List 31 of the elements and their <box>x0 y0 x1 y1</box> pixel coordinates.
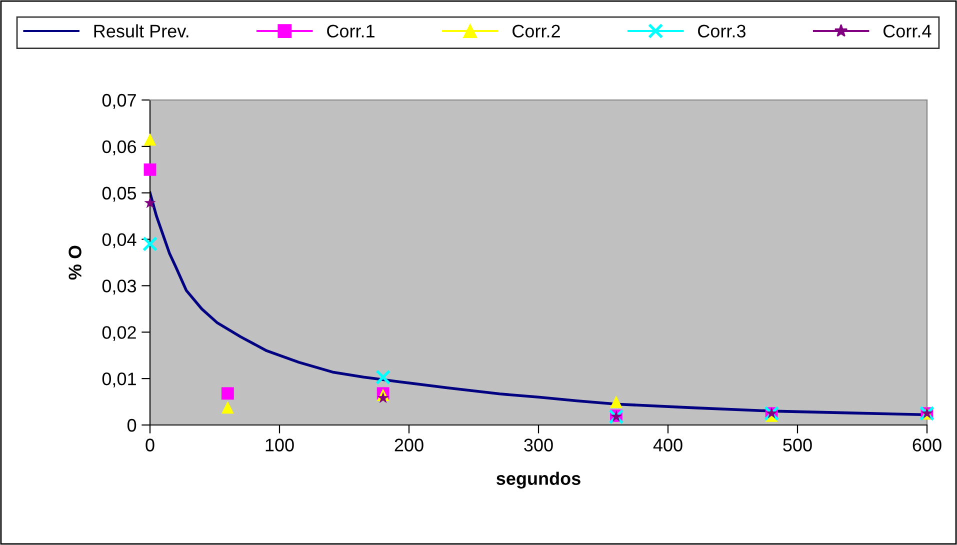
y-tick-label: 0,01 <box>102 372 136 388</box>
point <box>376 370 391 385</box>
point <box>142 236 158 252</box>
x-tick-label: 300 <box>524 438 553 452</box>
point <box>221 401 234 414</box>
point <box>144 163 156 176</box>
point <box>377 392 390 404</box>
x-tick-label: 500 <box>783 438 812 452</box>
legend-label: Result Prev. <box>94 24 188 38</box>
x-tick-label: 200 <box>394 438 424 452</box>
y-tick-label: 0,04 <box>102 233 136 248</box>
y-tick-label: 0 <box>127 418 136 432</box>
x-tick-label: 400 <box>653 438 682 452</box>
y-tick-label: 0,02 <box>102 326 136 341</box>
point <box>221 387 234 400</box>
y-tick-label: 0,03 <box>102 280 136 295</box>
x-tick-label: 100 <box>266 438 294 452</box>
y-tick-label: 0,05 <box>102 186 136 202</box>
y-axis-title: % O <box>68 246 82 280</box>
x-axis-title: segundos <box>496 472 580 489</box>
legend-label: Corr.2 <box>512 24 560 38</box>
x-tick-label: 600 <box>912 438 942 452</box>
point <box>144 133 156 146</box>
legend-label: Corr.1 <box>327 24 374 38</box>
x-tick-label: 0 <box>146 438 154 452</box>
point <box>144 196 156 208</box>
y-tick-label: 0,06 <box>102 140 136 156</box>
legend-label: Corr.3 <box>698 24 746 38</box>
legend-label: Corr.4 <box>884 24 932 38</box>
point <box>610 396 622 408</box>
y-tick-label: 0,07 <box>102 94 136 109</box>
